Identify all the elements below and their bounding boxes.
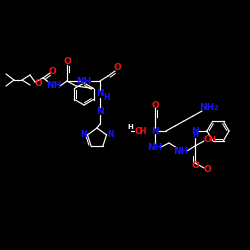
Text: O: O	[134, 126, 142, 136]
Text: NH: NH	[148, 142, 162, 152]
Text: 2: 2	[214, 105, 218, 111]
Text: N: N	[80, 130, 87, 140]
Text: H: H	[209, 136, 215, 142]
Text: H: H	[192, 132, 198, 138]
Text: NH: NH	[174, 146, 189, 156]
Text: O: O	[203, 134, 211, 143]
Text: O: O	[63, 58, 71, 66]
Text: NH: NH	[200, 104, 214, 112]
Text: N: N	[191, 126, 199, 136]
Text: O: O	[34, 78, 42, 88]
Text: N: N	[107, 130, 114, 140]
Text: N: N	[151, 126, 159, 136]
Text: NH: NH	[46, 82, 62, 90]
Text: H: H	[127, 124, 133, 130]
Text: N: N	[96, 106, 104, 116]
Text: NH: NH	[76, 76, 92, 86]
Text: H: H	[103, 92, 109, 102]
Text: O: O	[113, 64, 121, 72]
Text: H: H	[140, 126, 146, 136]
Text: O: O	[48, 66, 56, 76]
Text: N: N	[96, 90, 104, 98]
Text: O: O	[191, 162, 199, 170]
Text: O: O	[151, 100, 159, 110]
Text: O: O	[203, 166, 211, 174]
